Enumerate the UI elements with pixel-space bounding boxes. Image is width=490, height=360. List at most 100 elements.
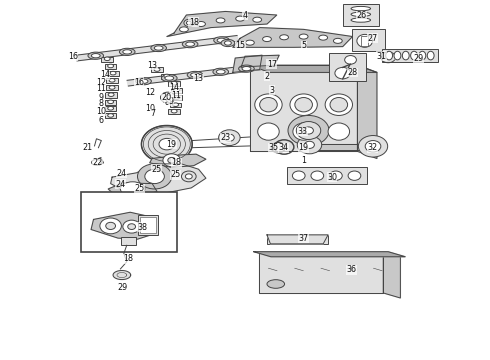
Text: 37: 37 — [298, 234, 309, 243]
Bar — [151, 67, 163, 72]
Ellipse shape — [348, 171, 361, 180]
Ellipse shape — [106, 222, 116, 229]
Ellipse shape — [386, 51, 392, 60]
Ellipse shape — [163, 154, 180, 167]
Text: 15: 15 — [235, 41, 245, 50]
Ellipse shape — [335, 67, 350, 79]
Text: 35: 35 — [269, 143, 278, 152]
Ellipse shape — [187, 71, 203, 78]
Text: 24: 24 — [117, 169, 127, 178]
Ellipse shape — [171, 81, 177, 85]
Ellipse shape — [186, 42, 195, 46]
Ellipse shape — [186, 21, 191, 25]
Text: 27: 27 — [367, 34, 377, 43]
Ellipse shape — [217, 69, 225, 74]
Text: 14: 14 — [100, 71, 110, 80]
Bar — [106, 85, 118, 90]
Bar — [171, 95, 182, 100]
Text: 28: 28 — [347, 68, 358, 77]
Ellipse shape — [139, 79, 148, 84]
Text: 11: 11 — [96, 84, 106, 93]
Ellipse shape — [427, 51, 434, 60]
Ellipse shape — [224, 134, 234, 141]
Ellipse shape — [216, 18, 225, 23]
Bar — [139, 215, 158, 234]
Ellipse shape — [242, 67, 251, 71]
Ellipse shape — [196, 22, 205, 27]
Text: 1: 1 — [301, 156, 306, 165]
Bar — [105, 113, 117, 118]
Ellipse shape — [402, 51, 409, 60]
Ellipse shape — [92, 159, 101, 165]
Ellipse shape — [138, 164, 172, 189]
Ellipse shape — [171, 109, 177, 113]
Bar — [105, 106, 117, 111]
Ellipse shape — [164, 74, 170, 78]
Ellipse shape — [168, 157, 175, 163]
Ellipse shape — [290, 94, 318, 116]
Ellipse shape — [191, 73, 199, 77]
Ellipse shape — [319, 35, 328, 40]
Text: 25: 25 — [135, 184, 145, 193]
Bar — [105, 64, 117, 69]
Bar — [105, 100, 117, 105]
Bar — [168, 81, 180, 86]
Ellipse shape — [110, 71, 116, 75]
Ellipse shape — [145, 169, 164, 184]
Text: 21: 21 — [83, 143, 93, 152]
Polygon shape — [233, 55, 262, 72]
Text: 20: 20 — [162, 93, 172, 102]
Ellipse shape — [160, 92, 175, 103]
Ellipse shape — [123, 50, 132, 54]
Text: 3: 3 — [270, 86, 274, 95]
Polygon shape — [259, 252, 383, 293]
Ellipse shape — [181, 171, 196, 182]
Bar — [329, 53, 366, 81]
Ellipse shape — [344, 55, 356, 64]
Ellipse shape — [333, 39, 342, 43]
Text: 22: 22 — [92, 158, 102, 167]
Ellipse shape — [162, 75, 177, 82]
Ellipse shape — [305, 141, 315, 148]
Ellipse shape — [164, 95, 171, 100]
Text: 29: 29 — [118, 283, 128, 292]
Ellipse shape — [296, 122, 321, 139]
Ellipse shape — [108, 114, 114, 117]
Ellipse shape — [108, 107, 114, 110]
Ellipse shape — [253, 17, 262, 22]
Ellipse shape — [419, 51, 426, 60]
Ellipse shape — [245, 40, 254, 45]
Text: 16: 16 — [134, 78, 144, 87]
Text: 12: 12 — [145, 87, 155, 96]
Text: 25: 25 — [151, 165, 161, 174]
Ellipse shape — [330, 171, 342, 180]
Ellipse shape — [173, 89, 179, 92]
Ellipse shape — [159, 138, 174, 150]
Ellipse shape — [267, 280, 285, 288]
Ellipse shape — [299, 34, 308, 39]
Ellipse shape — [297, 136, 322, 154]
Ellipse shape — [263, 37, 271, 41]
Ellipse shape — [100, 218, 122, 234]
Text: 19: 19 — [298, 143, 309, 152]
Text: 8: 8 — [98, 99, 103, 108]
Ellipse shape — [394, 51, 401, 60]
Ellipse shape — [214, 37, 229, 44]
Ellipse shape — [288, 116, 329, 145]
Ellipse shape — [357, 35, 372, 47]
Ellipse shape — [351, 18, 370, 22]
Ellipse shape — [293, 123, 315, 140]
Bar — [267, 235, 328, 244]
Ellipse shape — [213, 68, 228, 75]
Ellipse shape — [217, 38, 226, 42]
Ellipse shape — [165, 76, 173, 80]
Text: 13: 13 — [194, 74, 203, 83]
Polygon shape — [76, 36, 238, 61]
Text: 17: 17 — [267, 60, 277, 69]
Polygon shape — [241, 55, 279, 67]
Ellipse shape — [224, 41, 231, 45]
Ellipse shape — [311, 171, 324, 180]
Polygon shape — [250, 65, 377, 72]
Bar — [141, 217, 156, 233]
Ellipse shape — [123, 220, 141, 233]
